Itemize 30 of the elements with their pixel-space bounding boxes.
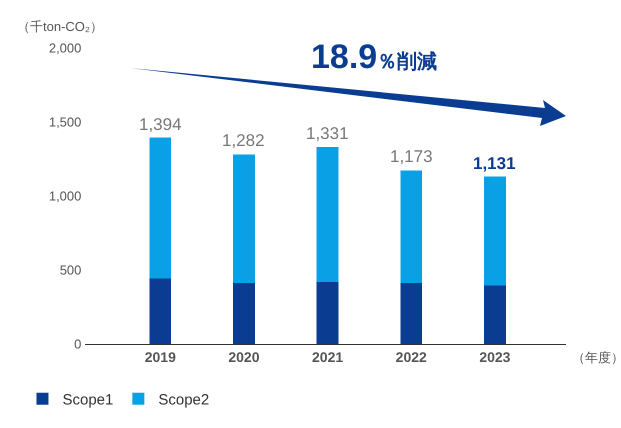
x-tick-label: 2023 (479, 348, 511, 365)
x-tick-label: 2020 (228, 348, 260, 365)
total-label: 1,282 (222, 131, 265, 150)
total-label: 1,331 (306, 124, 349, 143)
bar (233, 154, 255, 284)
y-tick-label: 500 (60, 262, 82, 278)
total-label: 1,394 (139, 115, 182, 134)
annotation: 18.9％削減 (311, 38, 438, 76)
y-tick-label: 0 (74, 336, 82, 352)
bar (149, 138, 172, 278)
bar (484, 176, 506, 286)
x-tick-label: 2019 (144, 348, 176, 365)
bar (400, 283, 422, 344)
y-tick-label: 2,000 (48, 40, 82, 56)
total-label: 1,173 (390, 147, 433, 166)
y-axis-title: （千ton-CO₂） (17, 19, 103, 34)
bar (233, 283, 255, 344)
bar (484, 286, 506, 344)
total-label: 1,131 (473, 154, 516, 173)
y-tick-label: 1,500 (48, 114, 82, 130)
x-axis-title: （年度） (572, 350, 621, 365)
legend-label: Scope1 (62, 392, 114, 409)
x-tick-label: 2021 (312, 348, 344, 365)
bar (316, 147, 338, 282)
bar (316, 282, 338, 344)
legend-label: Scope2 (158, 392, 210, 409)
y-tick-label: 1,000 (48, 188, 82, 204)
x-tick-label: 2022 (396, 348, 428, 365)
bar (149, 278, 172, 344)
bar (400, 170, 422, 284)
